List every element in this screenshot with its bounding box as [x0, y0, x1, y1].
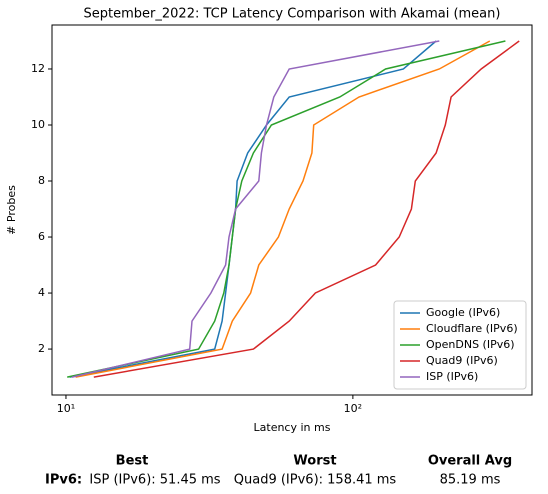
legend-label: ISP (IPv6): [426, 370, 478, 383]
y-tick-label: 12: [31, 62, 45, 75]
legend-label: Cloudflare (IPv6): [426, 322, 518, 335]
summary-cell: 85.19 ms: [440, 473, 501, 488]
series-line: [75, 40, 491, 378]
plot-frame: [51, 24, 533, 396]
chart-title: September_2022: TCP Latency Comparison w…: [84, 7, 501, 22]
x-axis-label: Latency in ms: [254, 421, 331, 434]
summary-row-label: IPv6:: [45, 473, 82, 488]
series-line: [93, 40, 520, 378]
summary-header: Overall Avg: [428, 454, 512, 469]
legend-label: Google (IPv6): [426, 306, 500, 319]
y-tick-label: 4: [38, 286, 45, 299]
summary-cell: Quad9 (IPv6): 158.41 ms: [234, 473, 397, 488]
summary-header: Worst: [293, 454, 336, 469]
y-tick-label: 2: [38, 342, 45, 355]
y-tick-label: 6: [38, 230, 45, 243]
series-line: [71, 40, 440, 378]
legend-label: OpenDNS (IPv6): [426, 338, 515, 351]
y-tick-label: 8: [38, 174, 45, 187]
summary-cell: ISP (IPv6): 51.45 ms: [89, 473, 220, 488]
y-tick-label: 10: [31, 118, 45, 131]
series-line: [69, 40, 437, 378]
summary-header: Best: [116, 454, 149, 469]
legend-box: [393, 300, 527, 390]
x-tick-label: 10¹: [57, 402, 75, 415]
legend-label: Quad9 (IPv6): [426, 354, 498, 367]
x-tick-label: 10²: [344, 402, 362, 415]
y-axis-label: # Probes: [5, 185, 18, 235]
